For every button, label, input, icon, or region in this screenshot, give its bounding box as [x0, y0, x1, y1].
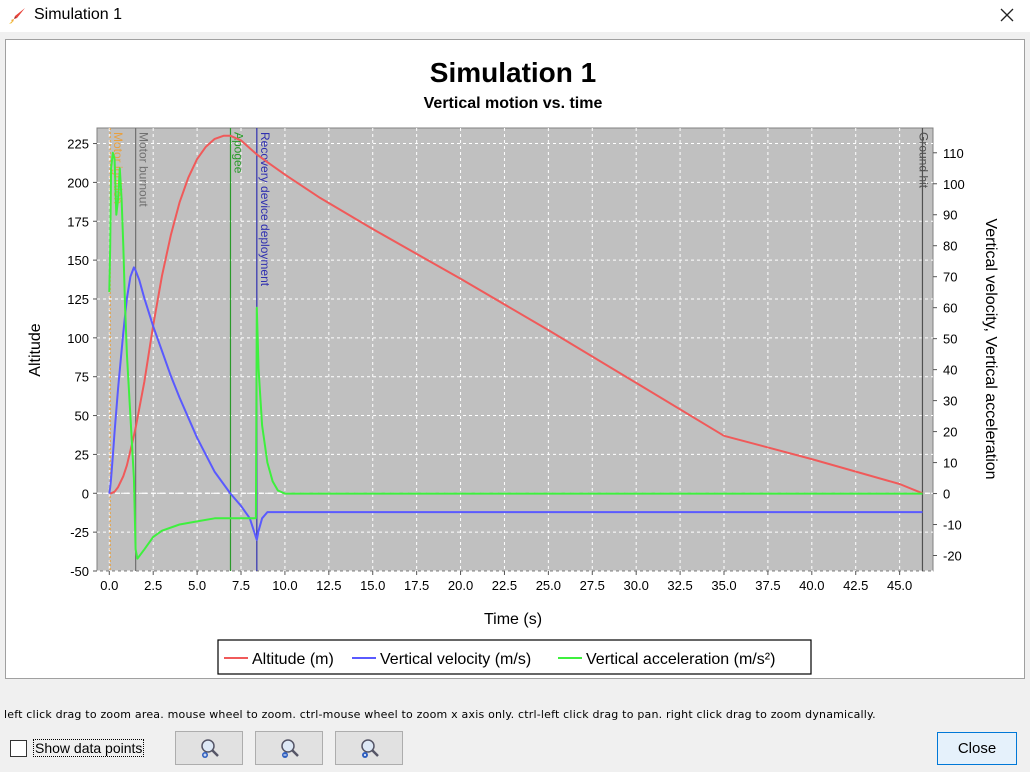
y-right-tick-label: 90 — [943, 208, 957, 223]
x-tick-label: 37.5 — [755, 578, 780, 593]
y-right-tick-label: 80 — [943, 239, 957, 254]
x-tick-label: 17.5 — [404, 578, 429, 593]
y-right-tick-label: 100 — [943, 177, 965, 192]
close-icon[interactable] — [996, 4, 1018, 26]
chart[interactable]: Simulation 1 Vertical motion vs. time Mo… — [6, 40, 1024, 678]
zoom-out-icon — [281, 739, 299, 758]
chart-subtitle: Vertical motion vs. time — [424, 95, 603, 112]
y-right-tick-label: 10 — [943, 456, 957, 471]
zoom-reset-icon — [361, 739, 379, 758]
y-axis-left: 225 200 175 150 125 100 75 50 25 0 -25 -50 — [67, 137, 97, 579]
x-tick-label: 20.0 — [448, 578, 473, 593]
chart-panel[interactable]: Simulation 1 Vertical motion vs. time Mo… — [5, 39, 1025, 679]
y-left-tick-label: 75 — [75, 370, 89, 385]
event-label: Recovery device deployment — [258, 132, 272, 287]
x-tick-label: 5.0 — [188, 578, 206, 593]
y-left-tick-label: 0 — [82, 486, 89, 501]
y-right-tick-label: 60 — [943, 301, 957, 316]
zoom-in-icon — [201, 739, 219, 758]
zoom-out-button[interactable] — [255, 731, 323, 765]
x-tick-label: 10.0 — [272, 578, 297, 593]
show-data-points-checkbox[interactable] — [10, 739, 27, 757]
y-left-tick-label: 125 — [67, 292, 89, 307]
y-right-tick-label: 30 — [943, 394, 957, 409]
y-axis-right-label: Vertical velocity, Vertical acceleration — [982, 218, 999, 479]
x-axis: 0.0 2.5 5.0 7.5 10.0 12.5 15.0 17.5 20.0 22.5 25.0… — [100, 571, 912, 593]
y-right-tick-label: 40 — [943, 363, 957, 378]
legend: Altitude (m) Vertical velocity (m/s) Ver… — [217, 639, 812, 675]
close-button[interactable]: Close — [937, 732, 1017, 765]
y-left-tick-label: 100 — [67, 331, 89, 346]
acceleration-line — [108, 151, 923, 560]
zoom-reset-button[interactable] — [335, 731, 403, 765]
x-axis-label: Time (s) — [484, 611, 542, 628]
show-data-points-label[interactable]: Show data points — [33, 739, 145, 757]
event-label: Motor burnout — [137, 132, 151, 207]
x-tick-label: 35.0 — [711, 578, 736, 593]
x-tick-label: 2.5 — [144, 578, 162, 593]
x-tick-label: 32.5 — [667, 578, 692, 593]
x-tick-label: 27.5 — [580, 578, 605, 593]
x-tick-label: 7.5 — [232, 578, 250, 593]
series-group — [108, 134, 923, 560]
y-right-tick-label: -20 — [943, 549, 962, 564]
y-right-tick-label: 50 — [943, 332, 957, 347]
legend-label-altitude: Altitude (m) — [252, 651, 334, 668]
y-right-tick-label: 20 — [943, 425, 957, 440]
hint-text: left click drag to zoom area. mouse whee… — [4, 708, 876, 721]
x-tick-label: 15.0 — [360, 578, 385, 593]
y-left-tick-label: 175 — [67, 214, 89, 229]
velocity-line — [108, 266, 923, 541]
plot-area[interactable] — [96, 127, 934, 572]
chart-title: Simulation 1 — [430, 57, 596, 88]
x-tick-label: 0.0 — [100, 578, 118, 593]
show-data-points-toggle[interactable]: Show data points — [10, 738, 145, 758]
y-left-tick-label: -50 — [70, 564, 89, 579]
legend-box — [217, 639, 812, 675]
y-left-tick-label: 25 — [75, 447, 89, 462]
y-left-tick-label: -25 — [70, 525, 89, 540]
y-right-tick-label: 70 — [943, 270, 957, 285]
y-left-tick-label: 225 — [67, 137, 89, 152]
event-label: Ground hit — [916, 132, 930, 189]
y-right-tick-label: -10 — [943, 518, 962, 533]
y-left-tick-label: 50 — [75, 409, 89, 424]
y-right-tick-label: 110 — [943, 146, 964, 161]
title-bar: Simulation 1 — [0, 0, 1030, 32]
x-tick-label: 25.0 — [536, 578, 561, 593]
x-tick-label: 12.5 — [316, 578, 341, 593]
x-tick-label: 40.0 — [799, 578, 824, 593]
window-title: Simulation 1 — [34, 6, 123, 23]
zoom-in-button[interactable] — [175, 731, 243, 765]
x-tick-label: 30.0 — [624, 578, 649, 593]
y-left-tick-label: 200 — [67, 175, 89, 190]
legend-label-acceleration: Vertical acceleration (m/s²) — [586, 651, 775, 668]
rocket-icon — [9, 8, 25, 24]
y-right-tick-label: 0 — [943, 487, 950, 502]
y-axis-left-label: Altitude — [27, 323, 44, 376]
x-tick-label: 45.0 — [887, 578, 912, 593]
x-tick-label: 42.5 — [843, 578, 868, 593]
x-tick-label: 22.5 — [492, 578, 517, 593]
y-left-tick-label: 150 — [67, 253, 89, 268]
altitude-line — [109, 134, 923, 495]
legend-label-velocity: Vertical velocity (m/s) — [380, 651, 531, 668]
